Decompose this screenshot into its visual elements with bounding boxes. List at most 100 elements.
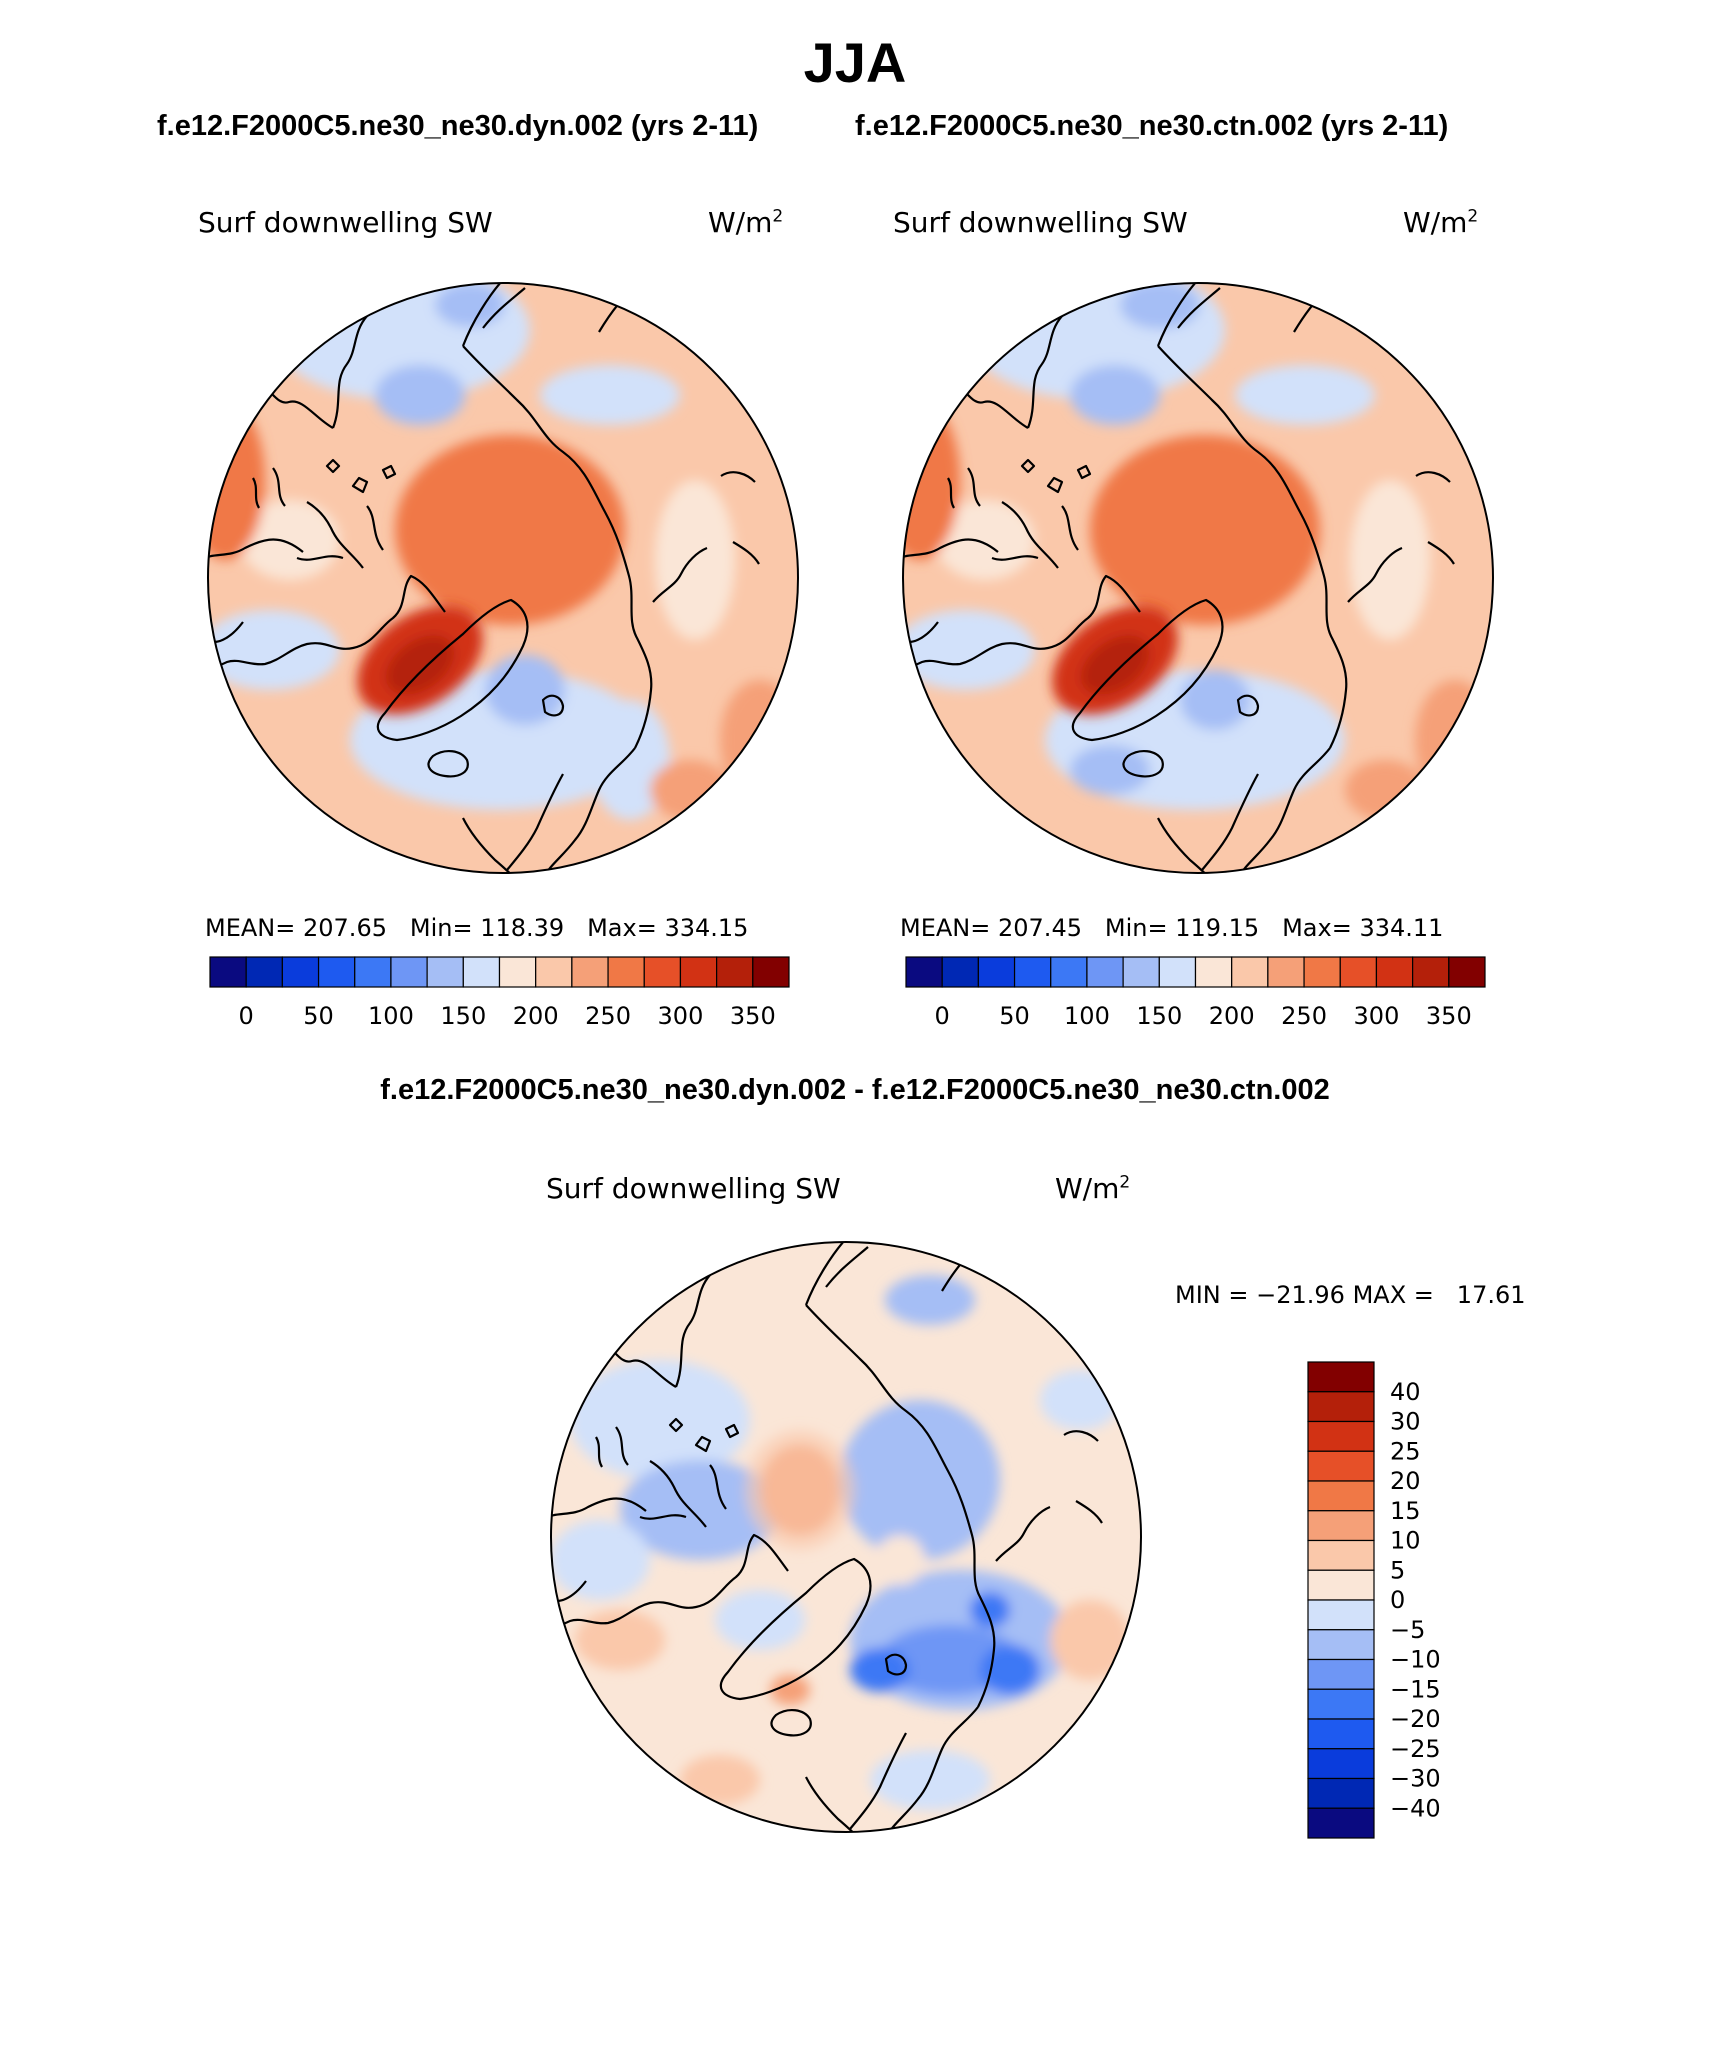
colorbar-tick-label: 40 — [1390, 1378, 1421, 1406]
panel-diff-min: −21.96 — [1256, 1281, 1345, 1309]
colorbar-box — [426, 956, 464, 988]
colorbar-box — [679, 956, 718, 988]
colorbar-tick-label: −30 — [1390, 1765, 1441, 1793]
colorbar-tick-label: 150 — [1136, 1002, 1182, 1030]
difference-title: f.e12.F2000C5.ne30_ne30.dyn.002 - f.e12.… — [380, 1074, 1330, 1106]
colorbar-box — [941, 956, 979, 988]
colorbar-box — [1122, 956, 1160, 988]
colorbar-box — [1307, 1510, 1375, 1542]
colorbar-tick-label: 100 — [1064, 1002, 1110, 1030]
colorbar-tick-label: 300 — [658, 1002, 704, 1030]
map-panel-difference — [550, 1241, 1142, 1833]
colorbar-tick-label: 0 — [1390, 1586, 1405, 1614]
panel-a-max: 334.15 — [664, 914, 749, 942]
panel-b-min-label: Min= — [1104, 914, 1168, 942]
map-boundary — [902, 282, 1494, 874]
colorbar-box — [1158, 956, 1197, 988]
colorbar-tick-label: −15 — [1390, 1675, 1441, 1703]
panel-b-mean: 207.45 — [998, 914, 1082, 942]
colorbar-box — [462, 956, 501, 988]
colorbar-tick-label: −10 — [1390, 1646, 1441, 1674]
colorbar-box — [643, 956, 682, 988]
map-panel-a — [207, 282, 799, 874]
colorbar-box — [1307, 1569, 1375, 1601]
panel-diff-max-label: MAX = — [1352, 1281, 1434, 1309]
colorbar-box — [1307, 1599, 1375, 1631]
colorbar-box — [1307, 1539, 1375, 1571]
colorbar-box — [1307, 1658, 1375, 1690]
colorbar-box — [209, 956, 247, 988]
colorbar-tick-label: 50 — [999, 1002, 1030, 1030]
colorbar-tick-label: 100 — [368, 1002, 414, 1030]
colorbar-box — [607, 956, 645, 988]
colorbar-box — [1194, 956, 1233, 988]
colorbar-tick-label: 0 — [935, 1002, 950, 1030]
colorbar-tick-label: 10 — [1390, 1527, 1421, 1555]
panel-b-variable: Surf downwelling SW — [893, 206, 1188, 239]
colorbar-box — [535, 956, 573, 988]
colorbar-box — [281, 956, 320, 988]
colorbar-box — [245, 956, 283, 988]
colorbar-box — [1267, 956, 1305, 988]
colorbar-b: 0 50 100 150 200 250 300 350 — [905, 956, 1486, 1030]
season-title: JJA — [803, 31, 907, 94]
colorbar-box — [317, 956, 356, 988]
map-panel-b — [902, 282, 1494, 874]
map-boundary — [207, 282, 799, 874]
colorbar-tick-label: 200 — [1209, 1002, 1255, 1030]
colorbar-box — [354, 956, 392, 988]
colorbar-tick-label: 150 — [440, 1002, 486, 1030]
colorbar-box — [716, 956, 754, 988]
colorbar-box — [1303, 956, 1341, 988]
panel-a-variable: Surf downwelling SW — [198, 206, 493, 239]
colorbar-box — [905, 956, 943, 988]
colorbar-box — [498, 956, 537, 988]
colorbar-box — [1307, 1391, 1375, 1423]
colorbar-box — [1307, 1807, 1375, 1839]
colorbar-tick-label: 25 — [1390, 1437, 1421, 1465]
colorbar-box — [390, 956, 428, 988]
colorbar-box — [1307, 1748, 1375, 1780]
panel-b-max-label: Max= — [1282, 914, 1352, 942]
colorbar-tick-label: 50 — [303, 1002, 334, 1030]
colorbar-tick-label: 15 — [1390, 1497, 1421, 1525]
colorbar-box — [1307, 1777, 1375, 1809]
colorbar-box — [1013, 956, 1052, 988]
panel-a-max-label: Max= — [587, 914, 657, 942]
case-b-title: f.e12.F2000C5.ne30_ne30.ctn.002 (yrs 2-1… — [855, 110, 1449, 142]
colorbar-box — [1307, 1629, 1375, 1661]
colorbar-box — [977, 956, 1016, 988]
colorbar-box — [1448, 956, 1486, 988]
colorbar-box — [1412, 956, 1450, 988]
colorbar-box — [1086, 956, 1124, 988]
panel-a-mean: 207.65 — [303, 914, 387, 942]
panel-b-mean-label: MEAN= — [900, 914, 991, 942]
panel-a-min: 118.39 — [480, 914, 565, 942]
panel-a-stats: MEAN= 207.65 Min= 118.39 Max= 334.15 — [205, 914, 748, 942]
case-a-title: f.e12.F2000C5.ne30_ne30.dyn.002 (yrs 2-1… — [157, 110, 759, 142]
panel-a-units: W/m2 — [708, 206, 784, 239]
colorbar-tick-label: −20 — [1390, 1705, 1441, 1733]
panel-diff-max: 17.61 — [1456, 1281, 1526, 1309]
map-boundary — [550, 1241, 1142, 1833]
colorbar-tick-label: 200 — [513, 1002, 559, 1030]
panel-b-min: 119.15 — [1175, 914, 1260, 942]
colorbar-box — [1307, 1450, 1375, 1482]
colorbar-tick-label: 350 — [730, 1002, 776, 1030]
colorbar-tick-label: 300 — [1354, 1002, 1400, 1030]
panel-b-units: W/m2 — [1403, 206, 1479, 239]
colorbar-box — [1307, 1480, 1375, 1512]
panel-diff-variable: Surf downwelling SW — [546, 1172, 841, 1205]
colorbar-tick-label: 30 — [1390, 1408, 1421, 1436]
colorbar-box — [1307, 1420, 1375, 1452]
panel-diff-min-label: MIN = — [1175, 1281, 1249, 1309]
colorbar-tick-label: −40 — [1390, 1794, 1441, 1822]
colorbar-box — [1231, 956, 1269, 988]
colorbar-a: 0 50 100 150 200 250 300 350 — [209, 956, 790, 1030]
colorbar-tick-label: −5 — [1390, 1616, 1425, 1644]
colorbar-tick-label: 350 — [1426, 1002, 1472, 1030]
colorbar-tick-label: 250 — [1281, 1002, 1327, 1030]
panel-b-stats: MEAN= 207.45 Min= 119.15 Max= 334.11 — [900, 914, 1443, 942]
